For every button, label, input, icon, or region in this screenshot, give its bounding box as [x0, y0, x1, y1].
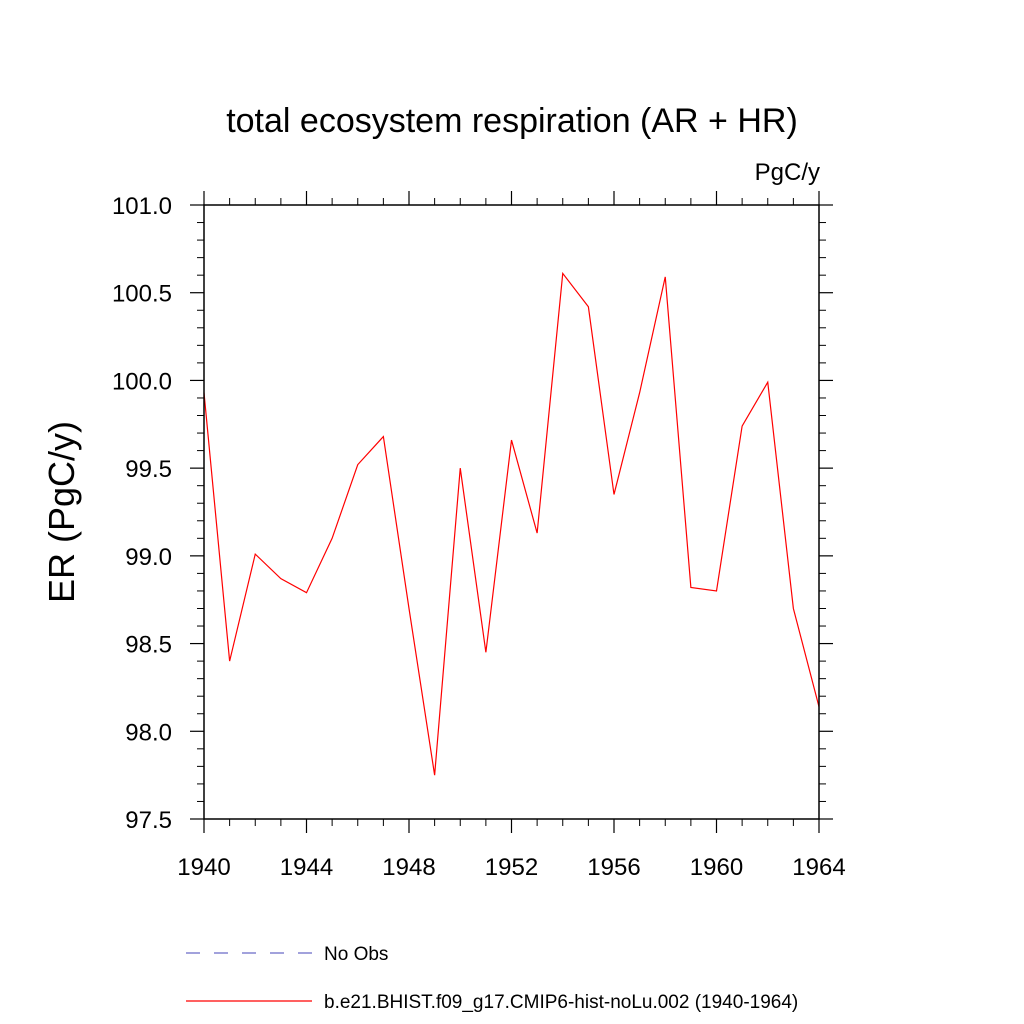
- series-line: [203, 271, 820, 776]
- y-tick-label: 99.0: [125, 544, 172, 571]
- x-tick-labels: 1940 1944 1948 1952 1956 1960 1964: [177, 854, 845, 881]
- x-tick-label: 1940: [177, 854, 230, 881]
- x-tick-label: 1964: [792, 854, 845, 881]
- y-axis-label: ER (PgC/y): [41, 421, 82, 603]
- x-tick-label: 1944: [280, 854, 333, 881]
- x-tick-label: 1956: [587, 854, 640, 881]
- legend-label-model-run: b.e21.BHIST.f09_g17.CMIP6-hist-noLu.002 …: [324, 992, 798, 1013]
- y-tick-label: 100.5: [112, 281, 172, 308]
- y-tick-label: 100.0: [112, 368, 172, 395]
- x-tick-label: 1948: [382, 854, 435, 881]
- units-label: PgC/y: [755, 159, 820, 186]
- y-tick-label: 98.5: [125, 632, 172, 659]
- y-tick-labels: 97.5 98.0 98.5 99.0 99.5 100.0 100.5 101.0: [112, 193, 172, 834]
- legend-label-no-obs: No Obs: [324, 944, 388, 965]
- axis-ticks: [190, 191, 833, 833]
- y-tick-label: 98.0: [125, 719, 172, 746]
- x-tick-label: 1960: [690, 854, 743, 881]
- series-layer: [203, 271, 820, 776]
- y-tick-label: 99.5: [125, 456, 172, 483]
- legend: No Obs b.e21.BHIST.f09_g17.CMIP6-hist-no…: [186, 944, 798, 1013]
- x-tick-label: 1952: [485, 854, 538, 881]
- plot-frame: [203, 204, 820, 820]
- chart-title: total ecosystem respiration (AR + HR): [226, 102, 798, 140]
- y-tick-label: 97.5: [125, 807, 172, 834]
- y-tick-label: 101.0: [112, 193, 172, 220]
